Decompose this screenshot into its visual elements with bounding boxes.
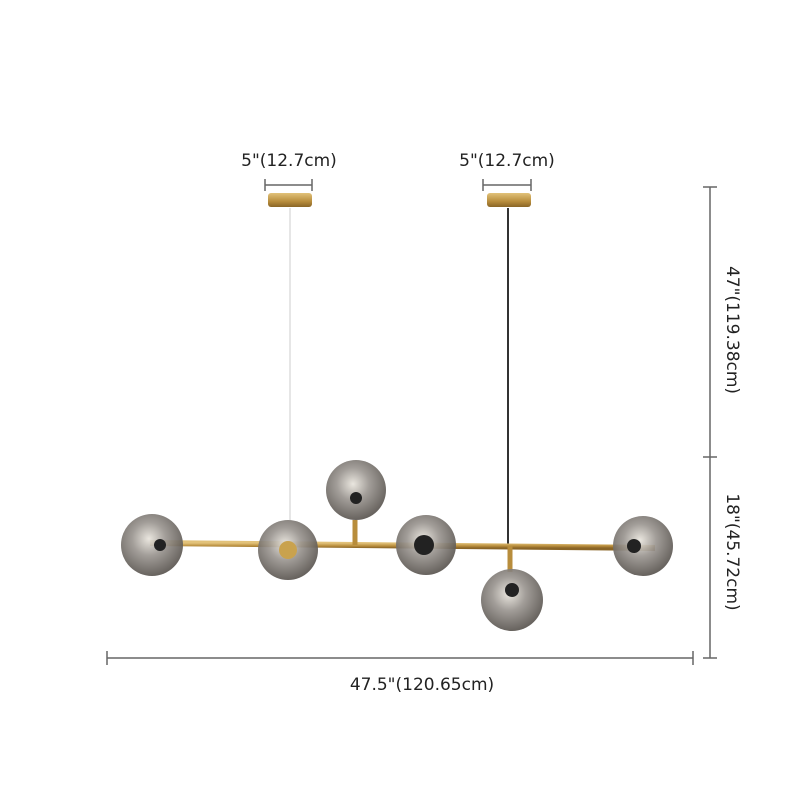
canopy bbox=[268, 193, 312, 207]
dimension-label: 5"(12.7cm) bbox=[459, 151, 555, 171]
globe bbox=[326, 460, 386, 520]
dimension-label: 5"(12.7cm) bbox=[241, 151, 337, 171]
globe bbox=[613, 516, 673, 576]
globes bbox=[121, 460, 673, 631]
height-dimension bbox=[703, 186, 717, 659]
socket bbox=[505, 583, 519, 597]
length-dimension bbox=[106, 651, 694, 665]
dimension-label: 47.5"(120.65cm) bbox=[350, 675, 494, 695]
canopy bbox=[487, 193, 531, 207]
socket bbox=[350, 492, 362, 504]
socket bbox=[627, 539, 641, 553]
dimension-label: 47"(119.38cm) bbox=[722, 266, 742, 394]
canopy-dimension bbox=[264, 179, 532, 191]
globe bbox=[121, 514, 183, 576]
globe bbox=[481, 569, 543, 631]
socket bbox=[414, 535, 434, 555]
dimension-label: 18"(45.72cm) bbox=[722, 493, 742, 610]
socket bbox=[279, 541, 297, 559]
socket bbox=[154, 539, 166, 551]
